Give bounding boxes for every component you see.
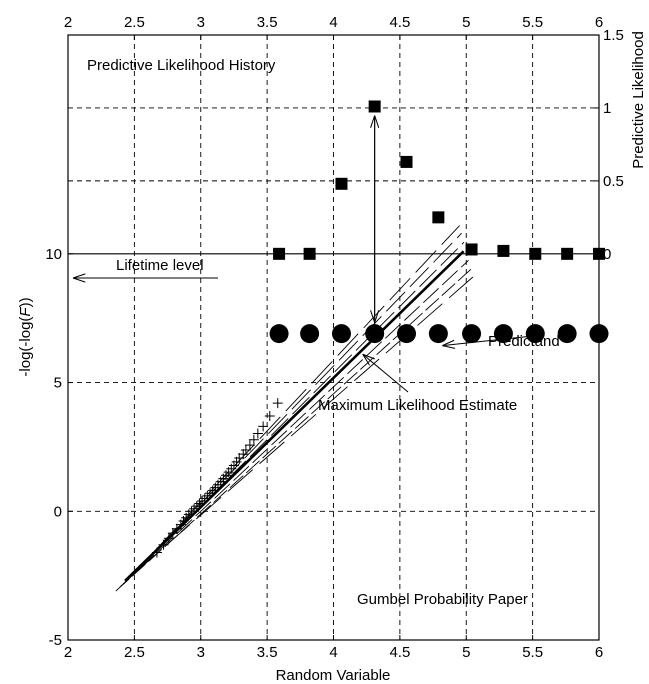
arrow-to-peak-likelihood-head [370, 115, 380, 128]
tick-labels: 222.52.5333.53.5444.54.5555.55.566-50510… [45, 14, 624, 661]
x-tick-label: 3.5 [257, 644, 278, 661]
y-tick-label: 10 [45, 246, 62, 263]
history-label: Predictive Likelihood History [87, 57, 276, 74]
likelihood-point [561, 247, 574, 260]
observation-point [171, 523, 182, 534]
x-tick-label-top: 4 [329, 14, 337, 31]
observation-point [202, 490, 213, 501]
observation-point [199, 493, 210, 504]
x-tick-label-top: 4.5 [389, 14, 410, 31]
observation-point [252, 428, 263, 439]
likelihood-point [529, 247, 542, 260]
lifetime-label: Lifetime level [116, 257, 204, 274]
sample-fit-line [126, 232, 462, 581]
y2-axis-label: Predictive Likelihood [630, 31, 647, 169]
x-tick-label: 3 [197, 644, 205, 661]
observation-point [191, 501, 202, 512]
x-tick-label-top: 3.5 [257, 14, 278, 31]
observation-point [258, 421, 269, 432]
observation-point [167, 528, 178, 539]
y-tick-label: 0 [54, 503, 62, 520]
observation-point [151, 547, 162, 558]
sample-fit-line [132, 276, 474, 575]
x-tick-label-top: 2 [64, 14, 72, 31]
y-tick-label: -5 [49, 632, 62, 649]
likelihood-point [368, 100, 381, 113]
sample-fit-line [129, 225, 460, 578]
y2-tick-label: 0 [603, 246, 611, 263]
x-tick-label: 6 [595, 644, 603, 661]
y-axis-label-start: -log(-log( [17, 317, 34, 377]
likelihood-point [400, 155, 413, 168]
observation-point [210, 482, 221, 493]
likelihood-point [273, 247, 286, 260]
predictand-point [525, 324, 545, 344]
observation-point [163, 533, 174, 544]
mle-fit-line [124, 250, 465, 582]
observation-point [231, 456, 242, 467]
x-tick-label: 5 [462, 644, 470, 661]
x-tick-label: 2 [64, 644, 72, 661]
chart-title: Gumbel Probability Paper [357, 591, 528, 608]
arrow-mle [362, 353, 409, 393]
x-tick-label-top: 6 [595, 14, 603, 31]
arrow-to-mle-point-head [370, 310, 380, 323]
x-tick-label-top: 2.5 [124, 14, 145, 31]
predictand-point [428, 324, 448, 344]
x-tick-label-top: 5 [462, 14, 470, 31]
predictand-point [557, 324, 577, 344]
likelihood-point [465, 243, 478, 256]
arrow-mle-head [362, 353, 375, 366]
plot-marks [72, 100, 609, 592]
y2-tick-label: 1 [603, 100, 611, 117]
observation-point [197, 495, 208, 506]
y-axis-label: -log(-log(F)) [17, 297, 34, 376]
observation-point [264, 411, 275, 422]
observation-point [240, 445, 251, 456]
y-axis-label-variable: F [17, 307, 34, 317]
observation-point [272, 398, 283, 409]
x-tick-label-top: 5.5 [522, 14, 543, 31]
likelihood-point [497, 244, 510, 257]
likelihood-point [432, 211, 445, 224]
likelihood-point [303, 247, 316, 260]
predictand-point [331, 324, 351, 344]
predictand-point [269, 324, 289, 344]
observation-point [238, 449, 249, 460]
observation-point [234, 452, 245, 463]
likelihood-point [335, 177, 348, 190]
arrow-predictand [442, 335, 534, 347]
observation-point [244, 440, 255, 451]
observation-point [248, 434, 259, 445]
sample-fit-line [119, 259, 469, 588]
predictand-label: Predictand [488, 333, 560, 350]
observation-point [186, 506, 197, 517]
x-tick-label: 4.5 [389, 644, 410, 661]
observation-point [189, 503, 200, 514]
plot-frame [67, 34, 600, 641]
y-tick-label: 5 [54, 375, 62, 392]
predictand-point [462, 324, 482, 344]
arrow-predictand-head [442, 339, 456, 349]
x-tick-label: 2.5 [124, 644, 145, 661]
y-axis-label-end: )) [17, 297, 34, 307]
y2-tick-label: 1.5 [603, 27, 624, 44]
arrow-lifetime-level-head [72, 273, 86, 283]
predictand-point [300, 324, 320, 344]
x-tick-label-top: 3 [197, 14, 205, 31]
mle-label: Maximum Likelihood Estimate [318, 397, 517, 414]
x-tick-label: 5.5 [522, 644, 543, 661]
y2-tick-label: 0.5 [603, 173, 624, 190]
predictand-point [397, 324, 417, 344]
observation-point [194, 498, 205, 509]
x-axis-label: Random Variable [276, 667, 391, 684]
observation-point [158, 539, 169, 550]
x-tick-label: 4 [329, 644, 337, 661]
observation-point [205, 488, 216, 499]
